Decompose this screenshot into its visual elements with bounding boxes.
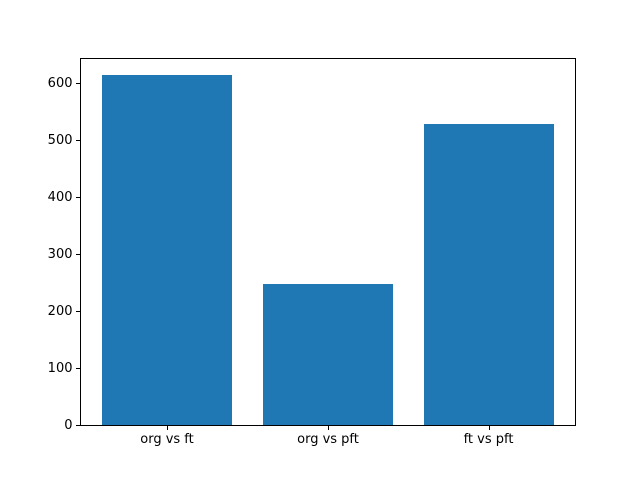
y-tick-label: 300: [47, 246, 73, 262]
y-tick-mark: [76, 425, 80, 426]
bar-org-vs-pft: [263, 284, 393, 425]
x-tick-mark: [488, 426, 490, 430]
y-tick-label: 400: [47, 189, 73, 205]
y-tick-mark: [76, 197, 80, 198]
y-tick-mark: [76, 368, 80, 369]
y-tick-mark: [76, 140, 80, 141]
x-tick-label: ft vs pft: [463, 432, 514, 447]
x-tick-mark: [167, 426, 168, 430]
x-tick-label: org vs ft: [140, 432, 194, 447]
x-tick-mark: [328, 426, 329, 430]
y-tick-label: 0: [64, 417, 73, 433]
y-tick-mark: [76, 311, 80, 312]
bar-org-vs-ft: [102, 75, 232, 425]
y-tick-label: 200: [47, 303, 73, 319]
y-tick-label: 600: [47, 75, 73, 91]
x-tick-label: org vs pft: [297, 432, 359, 447]
y-tick-label: 500: [47, 132, 73, 148]
y-tick-label: 100: [47, 360, 73, 376]
bar-ft-vs-pft: [423, 124, 554, 425]
y-tick-mark: [76, 254, 80, 255]
y-tick-mark: [76, 83, 80, 84]
